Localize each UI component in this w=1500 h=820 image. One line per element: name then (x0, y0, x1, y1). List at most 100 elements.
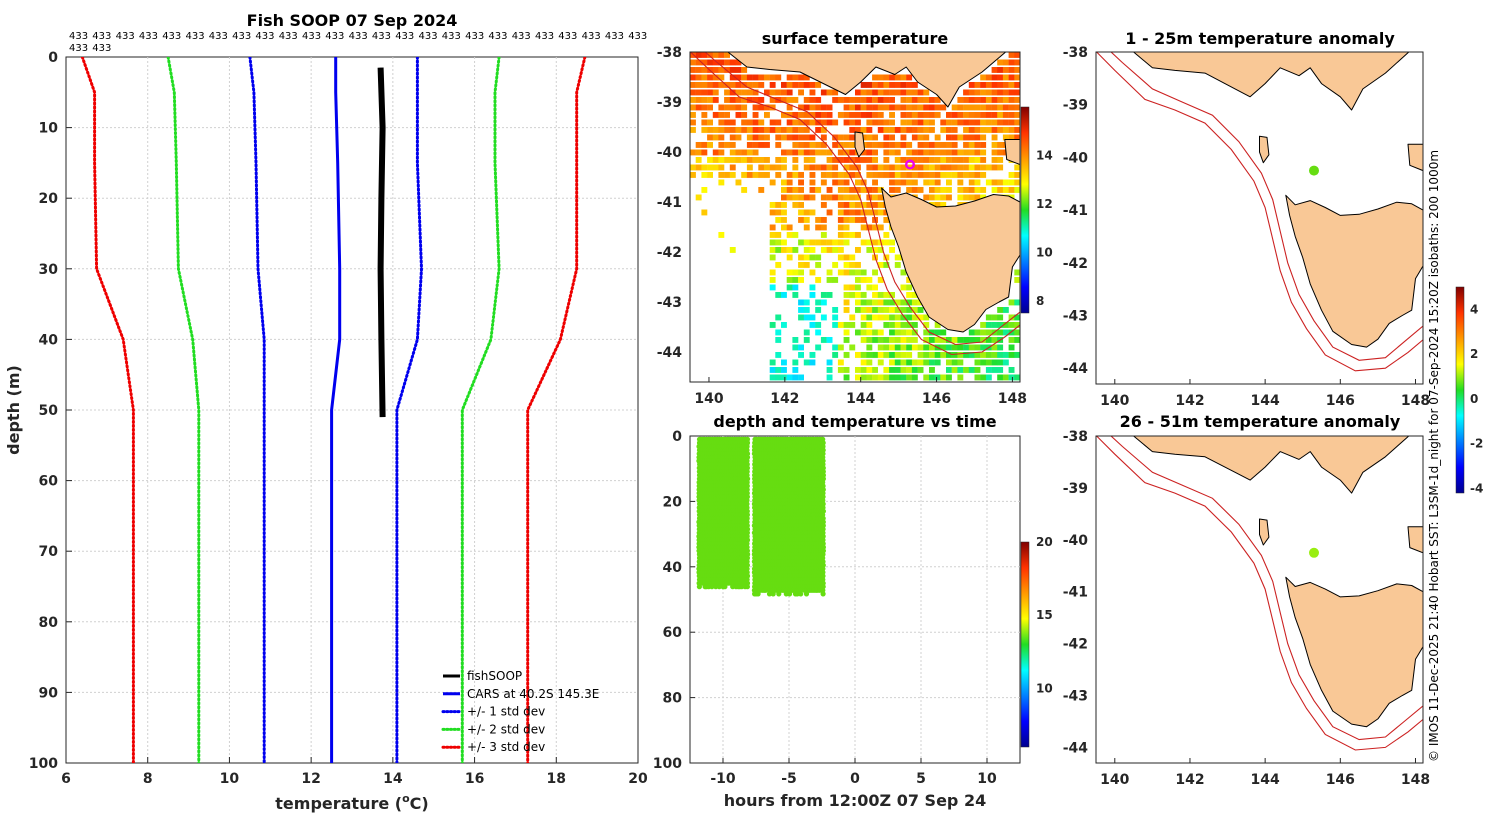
sst-cell (843, 104, 850, 111)
x-tick-label: 16 (465, 771, 484, 787)
sst-cell (792, 157, 799, 163)
series--1-std-dev-upper- (395, 57, 423, 763)
sst-cell (872, 172, 878, 178)
sst-cell (1008, 367, 1015, 373)
sst-cell (849, 149, 856, 156)
sst-cell (889, 322, 895, 328)
sst-cell (917, 112, 924, 118)
sst-cell (906, 284, 913, 291)
sst-cell (769, 164, 776, 171)
sst-cell (695, 82, 702, 88)
colorbar-tick-label: 0 (1470, 392, 1478, 406)
sst-cell (781, 374, 787, 381)
sst-cell (849, 262, 856, 268)
sst-cell (690, 82, 696, 88)
sst-cell (792, 164, 799, 171)
sst-cell (735, 127, 742, 133)
sst-cell (758, 187, 765, 193)
y-tick-label: 100 (653, 756, 682, 772)
anomaly-bottom-frame (1095, 435, 1424, 764)
sst-cell (877, 314, 884, 321)
sst-cell (911, 359, 918, 366)
sst-cell (752, 119, 759, 126)
x-tick-label: 140 (694, 391, 723, 407)
sst-cell (837, 217, 844, 223)
sst-cell (724, 89, 730, 96)
sst-cell (963, 89, 969, 96)
sst-cell (803, 134, 810, 141)
sst-cell (792, 367, 799, 373)
sst-cell (974, 104, 981, 111)
sst-cell (963, 119, 969, 126)
sst-cell (786, 172, 793, 178)
sst-cell (957, 134, 964, 141)
colorbar-tick-label: 20 (1036, 535, 1053, 549)
sst-cell (775, 89, 782, 96)
sst-cell (787, 382, 793, 388)
sst-cell (798, 194, 804, 201)
sst-cell (991, 119, 998, 126)
sst-cell (752, 104, 759, 111)
depth-time-y-ticks: 0 20 40 60 80 100 (653, 429, 695, 772)
anomaly-top-y-ticks: -38 -39 -40 -41 -42 -43 -44 (1063, 45, 1089, 377)
count-label: 433 (69, 31, 88, 42)
sst-cell (746, 119, 753, 126)
sst-cell (826, 209, 833, 216)
sst-cell (775, 292, 782, 298)
sst-cell (860, 239, 867, 246)
sst-cell (883, 119, 890, 126)
sst-cell (872, 187, 878, 193)
sst-cell (997, 179, 1004, 186)
sst-cell (1014, 329, 1020, 336)
sst-cell (746, 82, 753, 88)
sst-cell (980, 82, 987, 88)
sst-cell (855, 277, 861, 283)
sst-cell (832, 247, 839, 253)
sst-cell (826, 337, 833, 343)
sst-cell (934, 352, 941, 358)
sst-cell (758, 97, 765, 103)
sst-cell (775, 329, 782, 336)
sst-cell (906, 149, 913, 156)
sst-cell (786, 82, 793, 88)
sst-cell (821, 382, 827, 388)
sst-cell (940, 374, 947, 381)
sst-cell (968, 337, 975, 343)
sst-cell (866, 314, 873, 321)
sst-cell (712, 164, 719, 171)
sst-cell (1002, 67, 1009, 73)
sst-cell (718, 59, 725, 66)
sst-cell (695, 149, 702, 156)
sst-cell (1002, 112, 1009, 118)
sst-cell (968, 127, 975, 133)
sst-cell (741, 112, 748, 118)
sst-cell (820, 127, 827, 133)
y-tick-label: -39 (1063, 98, 1088, 114)
sst-cell (815, 307, 822, 313)
sst-cell (729, 134, 736, 141)
sst-cell (786, 224, 793, 231)
sst-cell (849, 187, 856, 193)
sst-cell (980, 142, 987, 148)
sst-cell (775, 247, 782, 253)
sst-cell (764, 127, 770, 133)
sst-cell (866, 82, 873, 88)
sst-cell (820, 337, 827, 343)
sst-cell (872, 209, 878, 216)
sst-cell (1003, 382, 1009, 388)
sst-cell (911, 104, 918, 111)
sst-cell (1014, 127, 1020, 133)
anomaly-bottom-land (1132, 436, 1423, 728)
x-tick-label: 142 (1175, 393, 1204, 409)
sst-cell (951, 149, 958, 156)
sst-cell (991, 344, 998, 351)
sst-cell (1008, 314, 1015, 321)
sst-cell (997, 187, 1004, 193)
sst-cell (803, 74, 810, 81)
sst-cell (872, 119, 878, 126)
sst-cell (843, 187, 850, 193)
sst-cell (997, 142, 1004, 148)
sst-cell (929, 367, 935, 373)
sst-cell (855, 97, 861, 103)
sst-cell (820, 104, 827, 111)
